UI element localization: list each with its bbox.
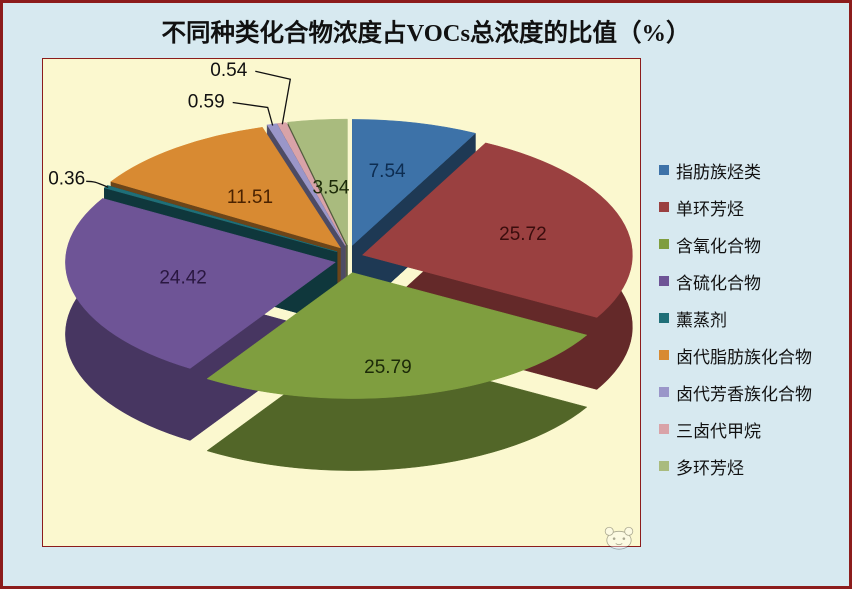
svg-text:0.59: 0.59 (188, 92, 225, 113)
svg-text:24.42: 24.42 (159, 267, 207, 288)
svg-text:0.54: 0.54 (210, 60, 247, 81)
svg-text:0.36: 0.36 (48, 168, 85, 189)
svg-text:11.51: 11.51 (227, 187, 273, 208)
svg-text:25.79: 25.79 (364, 357, 412, 378)
svg-text:3.54: 3.54 (313, 178, 350, 199)
svg-text:7.54: 7.54 (369, 161, 406, 182)
svg-text:25.72: 25.72 (499, 224, 547, 245)
